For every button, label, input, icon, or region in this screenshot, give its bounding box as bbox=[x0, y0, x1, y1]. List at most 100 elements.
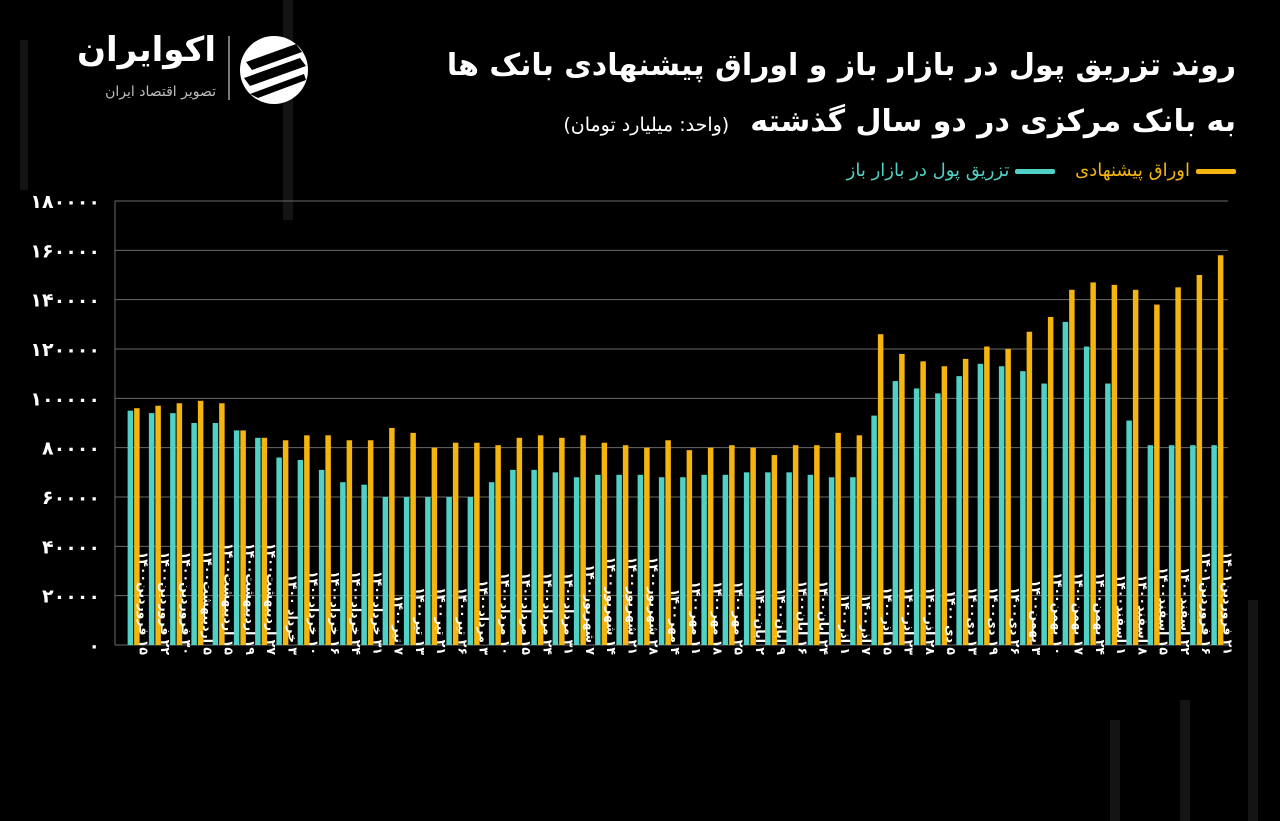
bar-injection bbox=[361, 484, 367, 645]
x-tick-label: ۷ آذر۱۴۰۰ bbox=[859, 595, 874, 656]
bar-injection bbox=[467, 497, 474, 645]
bar-offered bbox=[240, 430, 246, 645]
background-decoration bbox=[283, 0, 293, 220]
legend-swatch-offered bbox=[1196, 168, 1236, 174]
x-tick-label: ۱۴ شهریور۱۴۰۰ bbox=[604, 557, 619, 656]
bar-injection bbox=[127, 410, 134, 645]
x-tick-label: ۱۵ اردیبهشت۱۴۰۰ bbox=[222, 543, 237, 655]
bar-offered bbox=[176, 403, 183, 645]
bar-offered bbox=[197, 400, 204, 645]
bar-injection bbox=[743, 472, 750, 645]
bar-injection bbox=[701, 474, 707, 645]
bar-injection bbox=[1168, 445, 1175, 645]
bar-injection bbox=[170, 413, 176, 645]
x-tick-label: ۱۷ بهمن۱۴۰۰ bbox=[1072, 572, 1087, 655]
bar-offered bbox=[1026, 331, 1033, 645]
background-decoration bbox=[1180, 700, 1190, 821]
x-tick-label: ۱۶ فروردین۱۴۰۱ bbox=[1199, 552, 1214, 655]
bar-offered bbox=[750, 447, 756, 645]
bar-injection bbox=[1041, 383, 1047, 645]
x-tick-label: ۳۰ فروردین۱۴۰۰ bbox=[179, 552, 194, 655]
bar-injection bbox=[531, 469, 537, 645]
x-tick-label: ۱۵ مرداد۱۴۰۰ bbox=[519, 572, 534, 655]
chart-subtitle: به بانک مرکزی در دو سال گذشته bbox=[750, 104, 1236, 139]
bar-injection bbox=[552, 472, 559, 645]
brand-name: اکوایران bbox=[77, 30, 216, 70]
bar-offered bbox=[962, 358, 969, 645]
bar-injection bbox=[148, 413, 155, 645]
x-tick-label: ۲۴ آبان۱۴۰۰ bbox=[817, 581, 832, 656]
x-tick-label: ۲۱ شهریور۱۴۰۰ bbox=[625, 557, 640, 655]
bar-injection bbox=[637, 474, 644, 645]
y-tick-label: ۱۲۰۰۰۰ bbox=[30, 339, 100, 361]
x-tick-label: ۲۶ تیر۱۴۰۰ bbox=[455, 587, 470, 655]
bar-offered bbox=[431, 447, 438, 645]
y-tick-label: ۱۰۰۰۰۰ bbox=[30, 388, 100, 410]
brand-logo: اکوایران تصویر اقتصاد ایران bbox=[48, 30, 328, 110]
bar-offered bbox=[1069, 289, 1075, 645]
bar-injection bbox=[340, 482, 346, 645]
bar-offered bbox=[622, 445, 629, 645]
bar-offered bbox=[1196, 275, 1203, 645]
bar-offered bbox=[452, 442, 459, 645]
bar-offered bbox=[835, 432, 841, 645]
bar-injection bbox=[722, 474, 729, 645]
x-tick-label: ۲۲ اسفند۱۴۰۰ bbox=[1178, 567, 1193, 655]
bar-offered bbox=[814, 445, 820, 645]
logo-divider bbox=[228, 36, 230, 100]
x-tick-label: ۳ بهمن۱۴۰۰ bbox=[1029, 580, 1044, 655]
x-tick-label: ۱۸ مهر۱۴۰۰ bbox=[710, 581, 725, 655]
bar-injection bbox=[1020, 371, 1026, 645]
x-tick-label: ۱۹ اردیبهشت۱۴۰۰ bbox=[243, 543, 258, 655]
bar-offered bbox=[410, 432, 416, 645]
bar-injection bbox=[680, 477, 686, 645]
y-tick-label: ۸۰۰۰۰ bbox=[42, 438, 100, 460]
x-tick-label: ۱۰ مرداد۱۴۰۰ bbox=[498, 572, 513, 655]
x-tick-label: ۲۱ فروردین۱۴۰۱ bbox=[1220, 552, 1235, 655]
bar-offered bbox=[984, 346, 990, 645]
legend-label-injection: تزریق پول در بازار باز bbox=[846, 160, 1010, 181]
bar-injection bbox=[403, 497, 410, 645]
bar-offered bbox=[1111, 284, 1118, 645]
x-tick-label: ۳ مرداد۱۴۰۰ bbox=[477, 580, 492, 656]
y-tick-label: ۱۸۰۰۰۰ bbox=[30, 191, 100, 213]
bar-offered bbox=[729, 445, 735, 645]
bar-offered bbox=[155, 405, 161, 645]
bar-offered bbox=[941, 366, 948, 645]
brand-mark-icon bbox=[240, 36, 308, 104]
y-tick-label: ۰ bbox=[88, 635, 100, 657]
bar-offered bbox=[580, 435, 586, 645]
legend-label-offered: اوراق پیشنهادی bbox=[1075, 160, 1190, 181]
background-decoration bbox=[1110, 720, 1120, 821]
bar-offered bbox=[367, 440, 374, 645]
bar-injection bbox=[297, 460, 304, 645]
x-tick-label: ۲۱ تیر۱۴۰۰ bbox=[434, 587, 449, 655]
x-tick-label: ۱۵ آذر۱۴۰۰ bbox=[880, 587, 895, 655]
bar-offered bbox=[920, 361, 926, 645]
bar-offered bbox=[261, 437, 268, 645]
bar-offered bbox=[325, 435, 331, 645]
x-tick-label: ۱۵ اسفند۱۴۰۰ bbox=[1157, 567, 1172, 655]
bar-offered bbox=[771, 455, 778, 645]
bar-offered bbox=[1175, 287, 1181, 645]
bar-injection bbox=[1211, 445, 1217, 645]
y-tick-label: ۱۴۰۰۰۰ bbox=[30, 290, 100, 312]
bar-offered bbox=[1132, 289, 1139, 645]
bar-offered bbox=[559, 437, 565, 645]
bar-injection bbox=[998, 366, 1005, 645]
x-tick-label: ۱۳ تیر۱۴۰۰ bbox=[413, 587, 428, 655]
chart-header: اکوایران تصویر اقتصاد ایران روند تزریق پ… bbox=[0, 0, 1280, 200]
bar-injection bbox=[276, 457, 282, 645]
bar-offered bbox=[1005, 349, 1011, 645]
x-tick-label: ۲ آبان۱۴۰۰ bbox=[753, 588, 768, 655]
bar-offered bbox=[644, 447, 650, 645]
bar-offered bbox=[474, 442, 480, 645]
bar-injection bbox=[488, 482, 495, 645]
x-tick-label: ۲۴ خرداد۱۴۰۰ bbox=[349, 571, 364, 655]
bar-offered bbox=[601, 442, 608, 645]
x-tick-label: ۵ اردیبهشت۱۴۰۰ bbox=[200, 551, 215, 656]
bar-injection bbox=[382, 497, 389, 645]
x-tick-label: ۱۵ فروردین۱۴۰۰ bbox=[137, 552, 152, 656]
x-tick-label: ۱ آذر۱۴۰۰ bbox=[838, 595, 853, 655]
